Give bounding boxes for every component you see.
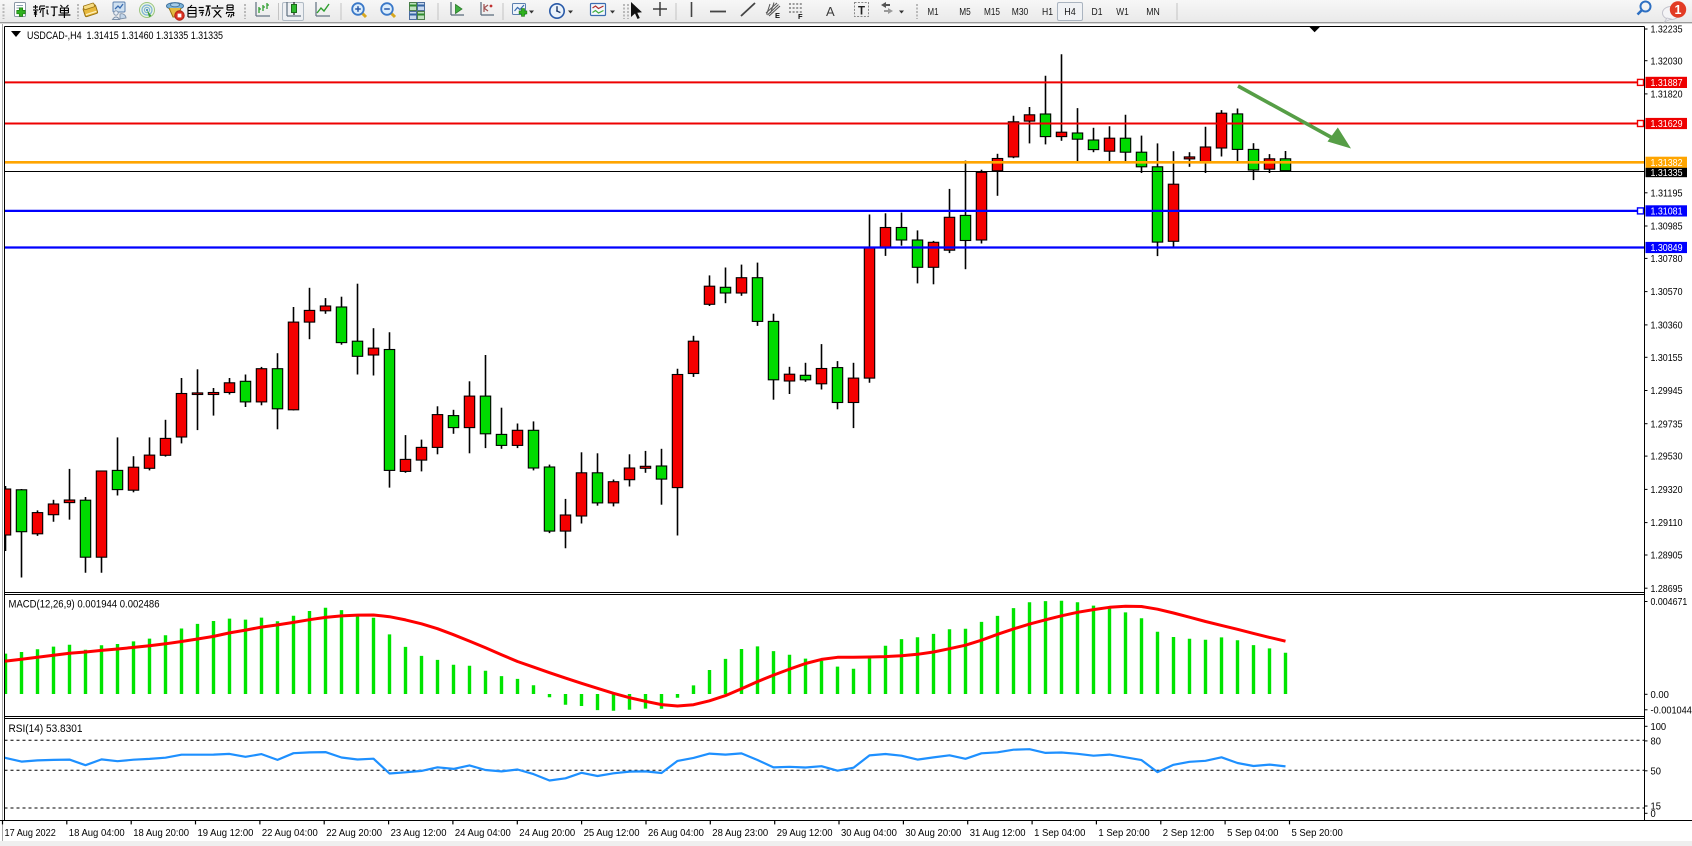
svg-text:18 Aug 20:00: 18 Aug 20:00 (133, 828, 189, 839)
svg-text:1.28905: 1.28905 (1651, 551, 1683, 562)
svg-text:A: A (826, 4, 835, 19)
svg-text:USDCAD-,H4 1.31415 1.31460 1.: USDCAD-,H4 1.31415 1.31460 1.31335 1.313… (27, 30, 223, 42)
svg-text:5 Sep 20:00: 5 Sep 20:00 (1292, 828, 1344, 839)
svg-text:H4: H4 (1064, 7, 1076, 18)
svg-text:M1: M1 (928, 7, 939, 18)
svg-text:1.28695: 1.28695 (1651, 584, 1683, 595)
svg-text:31 Aug 12:00: 31 Aug 12:00 (970, 828, 1026, 839)
svg-text:H1: H1 (1042, 7, 1053, 18)
svg-text:1.32030: 1.32030 (1651, 56, 1683, 67)
svg-text:0.00: 0.00 (1651, 690, 1670, 701)
svg-text:100: 100 (1651, 722, 1667, 733)
svg-text:1.31887: 1.31887 (1651, 78, 1683, 89)
svg-text:0.004671: 0.004671 (1651, 597, 1688, 608)
svg-text:24 Aug 04:00: 24 Aug 04:00 (455, 828, 511, 839)
svg-text:1.29735: 1.29735 (1651, 419, 1683, 430)
svg-text:MACD(12,26,9) 0.001944 0.00248: MACD(12,26,9) 0.001944 0.002486 (9, 599, 160, 611)
svg-text:1 Sep 04:00: 1 Sep 04:00 (1034, 828, 1086, 839)
svg-text:23 Aug 12:00: 23 Aug 12:00 (391, 828, 447, 839)
svg-text:26 Aug 04:00: 26 Aug 04:00 (648, 828, 704, 839)
svg-text:E: E (775, 11, 780, 20)
svg-text:19 Aug 12:00: 19 Aug 12:00 (198, 828, 254, 839)
svg-text:30 Aug 20:00: 30 Aug 20:00 (905, 828, 961, 839)
svg-text:1.31820: 1.31820 (1651, 90, 1683, 101)
svg-text:F: F (798, 12, 803, 21)
svg-text:17 Aug 2022: 17 Aug 2022 (5, 828, 57, 839)
svg-text:1 Sep 20:00: 1 Sep 20:00 (1098, 828, 1150, 839)
svg-text:D1: D1 (1092, 7, 1103, 18)
svg-text:T: T (858, 6, 865, 18)
svg-text:29 Aug 12:00: 29 Aug 12:00 (777, 828, 833, 839)
svg-text:1.30360: 1.30360 (1651, 321, 1683, 332)
svg-text:M5: M5 (959, 7, 971, 18)
svg-text:0: 0 (1651, 809, 1657, 820)
svg-text:1.30849: 1.30849 (1651, 243, 1683, 254)
svg-text:1.31081: 1.31081 (1651, 207, 1683, 218)
svg-text:1.31382: 1.31382 (1651, 158, 1683, 169)
svg-text:1.29530: 1.29530 (1651, 452, 1683, 463)
svg-text:1.30985: 1.30985 (1651, 222, 1683, 233)
svg-text:1.31195: 1.31195 (1651, 188, 1683, 199)
svg-text:50: 50 (1651, 766, 1662, 777)
svg-text:MN: MN (1146, 7, 1160, 18)
svg-text:1.29110: 1.29110 (1651, 518, 1683, 529)
svg-text:1.30155: 1.30155 (1651, 353, 1683, 364)
svg-text:28 Aug 23:00: 28 Aug 23:00 (712, 828, 768, 839)
svg-text:25 Aug 12:00: 25 Aug 12:00 (584, 828, 640, 839)
svg-text:18 Aug 04:00: 18 Aug 04:00 (69, 828, 125, 839)
svg-text:22 Aug 20:00: 22 Aug 20:00 (326, 828, 382, 839)
svg-text:RSI(14) 53.8301: RSI(14) 53.8301 (9, 723, 83, 735)
svg-text:5 Sep 04:00: 5 Sep 04:00 (1227, 828, 1279, 839)
svg-text:1: 1 (1675, 3, 1682, 17)
svg-text:M15: M15 (984, 7, 1000, 18)
svg-text:1.29320: 1.29320 (1651, 485, 1683, 496)
svg-text:1.32235: 1.32235 (1651, 25, 1683, 36)
svg-text:1.31335: 1.31335 (1651, 168, 1683, 179)
svg-text:1.31629: 1.31629 (1651, 119, 1683, 130)
svg-text:W1: W1 (1116, 7, 1129, 18)
svg-text:15: 15 (1651, 802, 1662, 813)
svg-text:1.30570: 1.30570 (1651, 287, 1683, 298)
svg-text:80: 80 (1651, 737, 1662, 748)
svg-text:M30: M30 (1012, 7, 1029, 18)
svg-text:30 Aug 04:00: 30 Aug 04:00 (841, 828, 897, 839)
svg-text:1.30780: 1.30780 (1651, 254, 1683, 265)
svg-text:1.29945: 1.29945 (1651, 386, 1683, 397)
svg-text:2 Sep 12:00: 2 Sep 12:00 (1163, 828, 1215, 839)
svg-text:24 Aug 20:00: 24 Aug 20:00 (519, 828, 575, 839)
svg-text:22 Aug 04:00: 22 Aug 04:00 (262, 828, 318, 839)
svg-text:-0.001044: -0.001044 (1651, 705, 1692, 716)
